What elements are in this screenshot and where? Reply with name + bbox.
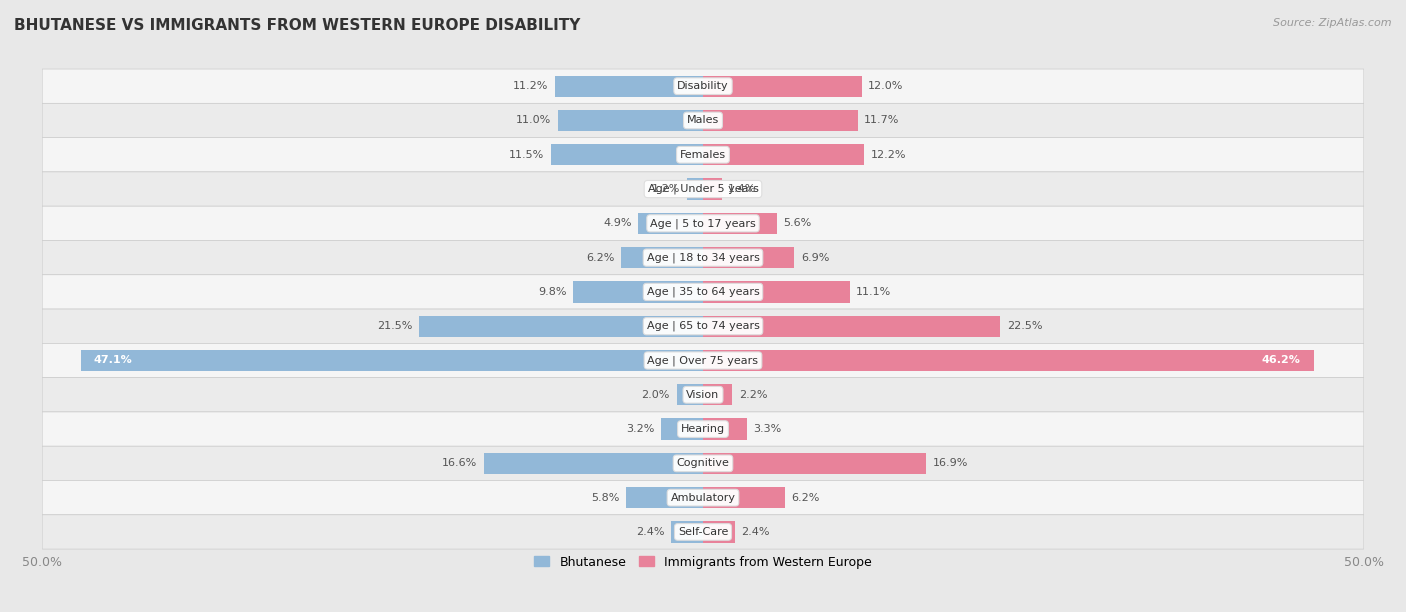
Text: 11.5%: 11.5% bbox=[509, 150, 544, 160]
Bar bbox=[703, 453, 927, 474]
Bar bbox=[703, 282, 849, 302]
Bar bbox=[558, 110, 703, 131]
Text: Hearing: Hearing bbox=[681, 424, 725, 434]
Bar bbox=[703, 350, 1313, 371]
Text: 11.0%: 11.0% bbox=[516, 116, 551, 125]
FancyBboxPatch shape bbox=[42, 241, 1364, 275]
Bar bbox=[484, 453, 703, 474]
Text: Source: ZipAtlas.com: Source: ZipAtlas.com bbox=[1274, 18, 1392, 28]
Bar bbox=[703, 75, 862, 97]
Text: Age | 65 to 74 years: Age | 65 to 74 years bbox=[647, 321, 759, 332]
Text: 2.2%: 2.2% bbox=[738, 390, 768, 400]
Text: 1.2%: 1.2% bbox=[652, 184, 681, 194]
FancyBboxPatch shape bbox=[42, 69, 1364, 103]
Text: 9.8%: 9.8% bbox=[538, 287, 567, 297]
Text: Age | 35 to 64 years: Age | 35 to 64 years bbox=[647, 286, 759, 297]
Text: 5.6%: 5.6% bbox=[783, 218, 811, 228]
Bar bbox=[703, 144, 865, 165]
FancyBboxPatch shape bbox=[42, 309, 1364, 343]
Text: 2.4%: 2.4% bbox=[636, 527, 665, 537]
Bar bbox=[703, 487, 785, 509]
Text: Age | Over 75 years: Age | Over 75 years bbox=[648, 355, 758, 366]
Bar bbox=[555, 75, 703, 97]
Text: Cognitive: Cognitive bbox=[676, 458, 730, 468]
FancyBboxPatch shape bbox=[42, 515, 1364, 549]
Bar bbox=[551, 144, 703, 165]
Text: 47.1%: 47.1% bbox=[94, 356, 132, 365]
Text: Age | 5 to 17 years: Age | 5 to 17 years bbox=[650, 218, 756, 229]
Text: BHUTANESE VS IMMIGRANTS FROM WESTERN EUROPE DISABILITY: BHUTANESE VS IMMIGRANTS FROM WESTERN EUR… bbox=[14, 18, 581, 34]
FancyBboxPatch shape bbox=[42, 138, 1364, 172]
Text: 1.4%: 1.4% bbox=[728, 184, 756, 194]
Text: 6.2%: 6.2% bbox=[792, 493, 820, 502]
FancyBboxPatch shape bbox=[42, 412, 1364, 446]
Bar bbox=[688, 179, 703, 200]
Text: Self-Care: Self-Care bbox=[678, 527, 728, 537]
Text: 16.9%: 16.9% bbox=[934, 458, 969, 468]
Bar bbox=[703, 247, 794, 268]
FancyBboxPatch shape bbox=[42, 172, 1364, 206]
Legend: Bhutanese, Immigrants from Western Europe: Bhutanese, Immigrants from Western Europ… bbox=[530, 551, 876, 573]
Text: 21.5%: 21.5% bbox=[377, 321, 412, 331]
Bar bbox=[703, 521, 735, 543]
Bar bbox=[638, 213, 703, 234]
FancyBboxPatch shape bbox=[42, 480, 1364, 515]
Bar bbox=[703, 419, 747, 439]
Text: 12.0%: 12.0% bbox=[868, 81, 904, 91]
Text: 2.0%: 2.0% bbox=[641, 390, 669, 400]
Bar bbox=[703, 384, 733, 405]
Text: 11.2%: 11.2% bbox=[513, 81, 548, 91]
Bar bbox=[574, 282, 703, 302]
Text: 11.1%: 11.1% bbox=[856, 287, 891, 297]
Text: 4.9%: 4.9% bbox=[603, 218, 631, 228]
Bar bbox=[80, 350, 703, 371]
Text: 2.4%: 2.4% bbox=[741, 527, 770, 537]
Text: 22.5%: 22.5% bbox=[1007, 321, 1042, 331]
Bar bbox=[671, 521, 703, 543]
Text: Vision: Vision bbox=[686, 390, 720, 400]
Text: Disability: Disability bbox=[678, 81, 728, 91]
FancyBboxPatch shape bbox=[42, 103, 1364, 138]
Text: Females: Females bbox=[681, 150, 725, 160]
Text: 6.9%: 6.9% bbox=[801, 253, 830, 263]
Bar bbox=[621, 247, 703, 268]
Bar bbox=[419, 316, 703, 337]
Bar bbox=[676, 384, 703, 405]
Text: 5.8%: 5.8% bbox=[592, 493, 620, 502]
Bar bbox=[661, 419, 703, 439]
FancyBboxPatch shape bbox=[42, 206, 1364, 241]
Text: Age | 18 to 34 years: Age | 18 to 34 years bbox=[647, 252, 759, 263]
Text: 6.2%: 6.2% bbox=[586, 253, 614, 263]
FancyBboxPatch shape bbox=[42, 378, 1364, 412]
Text: 16.6%: 16.6% bbox=[441, 458, 477, 468]
Text: Age | Under 5 years: Age | Under 5 years bbox=[648, 184, 758, 194]
FancyBboxPatch shape bbox=[42, 275, 1364, 309]
Bar bbox=[703, 110, 858, 131]
FancyBboxPatch shape bbox=[42, 343, 1364, 378]
Bar bbox=[703, 179, 721, 200]
Bar bbox=[703, 316, 1001, 337]
Text: 46.2%: 46.2% bbox=[1261, 356, 1301, 365]
Text: 12.2%: 12.2% bbox=[870, 150, 907, 160]
Bar bbox=[626, 487, 703, 509]
Text: Ambulatory: Ambulatory bbox=[671, 493, 735, 502]
Text: 3.3%: 3.3% bbox=[754, 424, 782, 434]
FancyBboxPatch shape bbox=[42, 446, 1364, 480]
Text: Males: Males bbox=[688, 116, 718, 125]
Bar bbox=[703, 213, 778, 234]
Text: 11.7%: 11.7% bbox=[865, 116, 900, 125]
Text: 3.2%: 3.2% bbox=[626, 424, 654, 434]
